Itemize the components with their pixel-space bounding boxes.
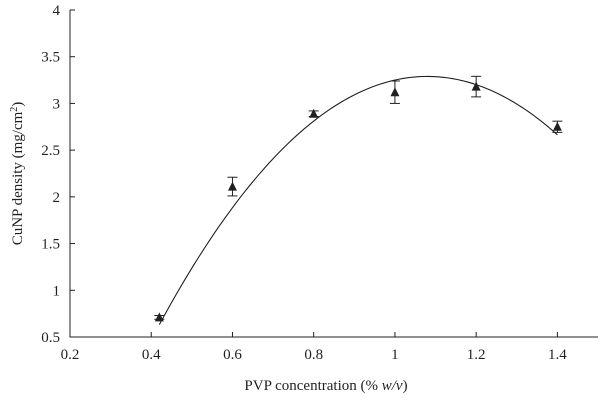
y-tick-label: 3.5 — [41, 50, 60, 66]
y-tick-label: 0.5 — [41, 330, 60, 346]
triangle-marker — [227, 181, 237, 191]
x-tick-label: 0.2 — [61, 347, 80, 363]
x-tick-label: 0.4 — [142, 347, 161, 363]
y-tick-label: 2.5 — [41, 143, 60, 159]
y-tick-label: 1.5 — [41, 237, 60, 253]
plot-frame — [69, 10, 598, 338]
x-axis-title: PVP concentration (% w/v) — [244, 378, 407, 394]
data-point — [552, 120, 563, 133]
y-axis-title-end: ) — [10, 102, 26, 107]
y-tick-label: 4 — [53, 3, 61, 19]
triangle-marker — [154, 312, 164, 322]
x-tick-label: 1.2 — [467, 347, 486, 363]
y-axis-title-text: CuNP density (mg/cm — [10, 111, 26, 245]
y-tick-label: 3 — [53, 96, 61, 112]
fit-curve — [158, 75, 558, 325]
x-axis-title-end: ) — [403, 378, 408, 394]
x-axis-ticks: 0.2 0.4 0.6 0.8 1 1.2 1.4 — [61, 332, 567, 363]
x-tick-label: 0.8 — [304, 347, 323, 363]
y-axis-title-sup: 2 — [9, 107, 20, 112]
x-axis-title-text: PVP concentration (% — [244, 378, 381, 394]
y-tick-label: 1 — [53, 283, 61, 299]
triangle-marker — [309, 108, 319, 118]
y-axis-ticks: 0.5 1 1.5 2 2.5 3 3.5 4 — [41, 3, 75, 346]
x-tick-label: 0.6 — [223, 347, 242, 363]
data-point — [471, 75, 482, 98]
x-tick-label: 1.4 — [548, 347, 567, 363]
data-point — [308, 108, 319, 118]
data-point — [227, 176, 238, 197]
triangle-marker — [552, 121, 562, 131]
y-tick-label: 2 — [53, 190, 61, 206]
triangle-marker — [471, 81, 481, 91]
triangle-marker — [390, 87, 400, 97]
data-point — [389, 80, 400, 104]
data-point — [154, 312, 165, 322]
y-axis-title: CuNP density (mg/cm2) — [9, 102, 26, 246]
x-axis-title-italic: w/v — [382, 378, 403, 394]
data-points — [154, 75, 563, 322]
x-tick-label: 1 — [391, 347, 399, 363]
